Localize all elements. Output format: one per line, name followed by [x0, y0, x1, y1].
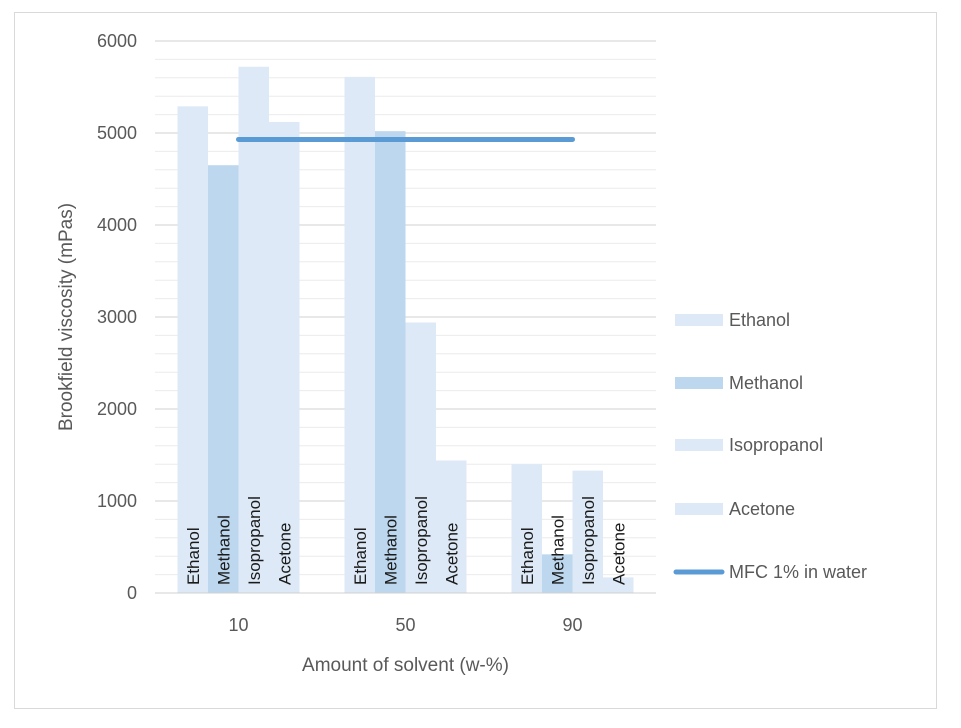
legend-label-methanol: Methanol [729, 373, 803, 393]
bar-label-ethanol: Ethanol [351, 527, 370, 585]
bar-methanol-50 [375, 131, 406, 593]
bar-labels: Ethanol Methanol Isopropanol Acetone Ethanol… [184, 496, 629, 585]
legend-swatch-methanol [675, 377, 723, 389]
bar-acetone-90 [603, 577, 634, 593]
bar-label-ethanol: Ethanol [518, 527, 537, 585]
bar-label-isopropanol: Isopropanol [412, 496, 431, 585]
axes: 0 1000 2000 3000 4000 5000 6000 10 50 90 Brookfiel… [56, 31, 656, 676]
legend-swatch-acetone [675, 503, 723, 515]
legend-swatch-isopropanol [675, 439, 723, 451]
legend-label-ethanol: Ethanol [729, 310, 790, 330]
bar-label-isopropanol: Isopropanol [245, 496, 264, 585]
x-tick-label: 50 [395, 615, 415, 635]
bar-ethanol-50 [344, 76, 375, 593]
legend-swatch-ethanol [675, 314, 723, 326]
x-tick-label: 10 [228, 615, 248, 635]
bar-acetone-10 [269, 121, 300, 594]
y-tick-label: 1000 [97, 491, 137, 511]
y-tick-label: 2000 [97, 399, 137, 419]
bar-label-ethanol: Ethanol [184, 527, 203, 585]
bar-label-acetone: Acetone [609, 523, 628, 585]
bar-label-methanol: Methanol [548, 515, 567, 585]
bar-label-methanol: Methanol [381, 515, 400, 585]
bar-label-methanol: Methanol [214, 515, 233, 585]
x-tick-label: 90 [562, 615, 582, 635]
x-axis-title: Amount of solvent (w-%) [302, 655, 509, 676]
y-tick-label: 0 [127, 583, 137, 603]
bar-isopropanol-10 [238, 66, 269, 593]
y-tick-label: 5000 [97, 123, 137, 143]
bar-ethanol-90 [511, 464, 542, 593]
legend-label-acetone: Acetone [729, 499, 795, 519]
legend: Ethanol Methanol Isopropanol Acetone MFC 1% … [673, 310, 867, 582]
bar-acetone-50 [436, 460, 467, 593]
bar-methanol-90 [542, 554, 573, 593]
bar-isopropanol-50 [405, 322, 436, 593]
bar-label-isopropanol: Isopropanol [579, 496, 598, 585]
y-tick-label: 6000 [97, 31, 137, 51]
legend-label-mfc: MFC 1% in water [729, 562, 867, 582]
y-axis-title: Brookfield viscosity (mPas) [56, 203, 77, 431]
bar-methanol-10 [208, 165, 239, 593]
y-tick-label: 4000 [97, 215, 137, 235]
legend-label-isopropanol: Isopropanol [729, 435, 823, 455]
bar-ethanol-10 [177, 106, 208, 593]
bar-isopropanol-90 [572, 470, 603, 593]
bar-label-acetone: Acetone [275, 523, 294, 585]
bars [177, 66, 634, 594]
bar-label-acetone: Acetone [442, 523, 461, 585]
y-tick-label: 3000 [97, 307, 137, 327]
